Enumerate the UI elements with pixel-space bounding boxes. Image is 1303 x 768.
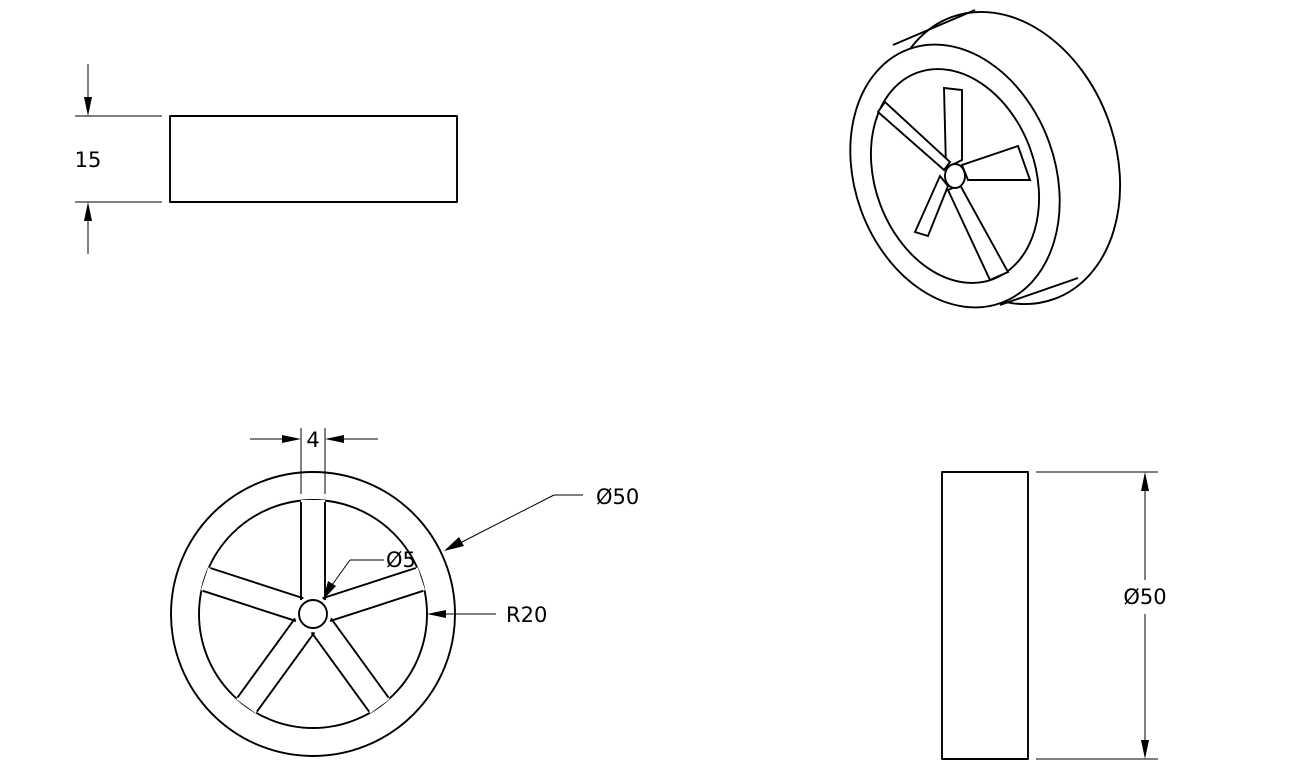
rim-radius-label: R20 (506, 603, 547, 627)
hub-diameter-arrow (323, 581, 336, 600)
front-spoke-edge (236, 617, 296, 699)
front-view: 4 Ø50 Ø5 R20 (170, 428, 639, 757)
front-spoke (200, 567, 317, 626)
iso-front-rim-outer (849, 43, 1061, 309)
front-hub (298, 599, 328, 629)
front-spoke-edge (209, 567, 304, 600)
top-view: 15 (75, 64, 458, 254)
front-spoke (303, 606, 390, 714)
rim-radius-arrow (427, 610, 446, 618)
front-spoke (236, 606, 323, 714)
front-spoke-edge (322, 567, 417, 600)
front-spoke-edge (256, 631, 316, 713)
outer-diameter-leader-slant (459, 494, 555, 544)
side-dimension-arrow-down (1141, 740, 1149, 759)
hub-diameter-label: Ø5 (386, 548, 416, 572)
front-spoke-edge (329, 589, 424, 622)
side-diameter-label: Ø50 (1123, 585, 1166, 609)
front-spoke (309, 567, 426, 626)
spoke-width-arrow-right (325, 435, 344, 443)
iso-spoke (876, 100, 952, 172)
front-spoke-edge (202, 589, 297, 622)
dimension-arrow-down (84, 97, 92, 116)
spoke-width-label: 4 (306, 428, 319, 452)
iso-spokes (876, 86, 1032, 282)
iso-spoke (913, 174, 950, 238)
iso-tangent-top (892, 9, 976, 46)
side-view: Ø50 (941, 471, 1167, 760)
dimension-arrow-up (84, 202, 92, 221)
outer-diameter-arrow (444, 537, 464, 551)
iso-spoke (960, 144, 1032, 181)
thickness-dimension-label: 15 (75, 148, 102, 172)
hub-diameter-leader-slant (331, 559, 351, 586)
isometric-view (849, 9, 1122, 309)
spoke-width-arrow-left (282, 435, 301, 443)
front-spoke (301, 500, 325, 614)
iso-tangent-bottom (999, 277, 1079, 306)
outer-diameter-label: Ø50 (596, 485, 639, 509)
side-dimension-arrow-up (1141, 472, 1149, 491)
side-view-outline (941, 471, 1029, 760)
iso-hub (944, 163, 966, 189)
front-spoke-edge (310, 631, 370, 713)
iso-spoke (943, 86, 963, 170)
top-view-outline (169, 115, 458, 203)
front-spoke-edge (330, 617, 390, 699)
front-spokes (200, 500, 426, 714)
